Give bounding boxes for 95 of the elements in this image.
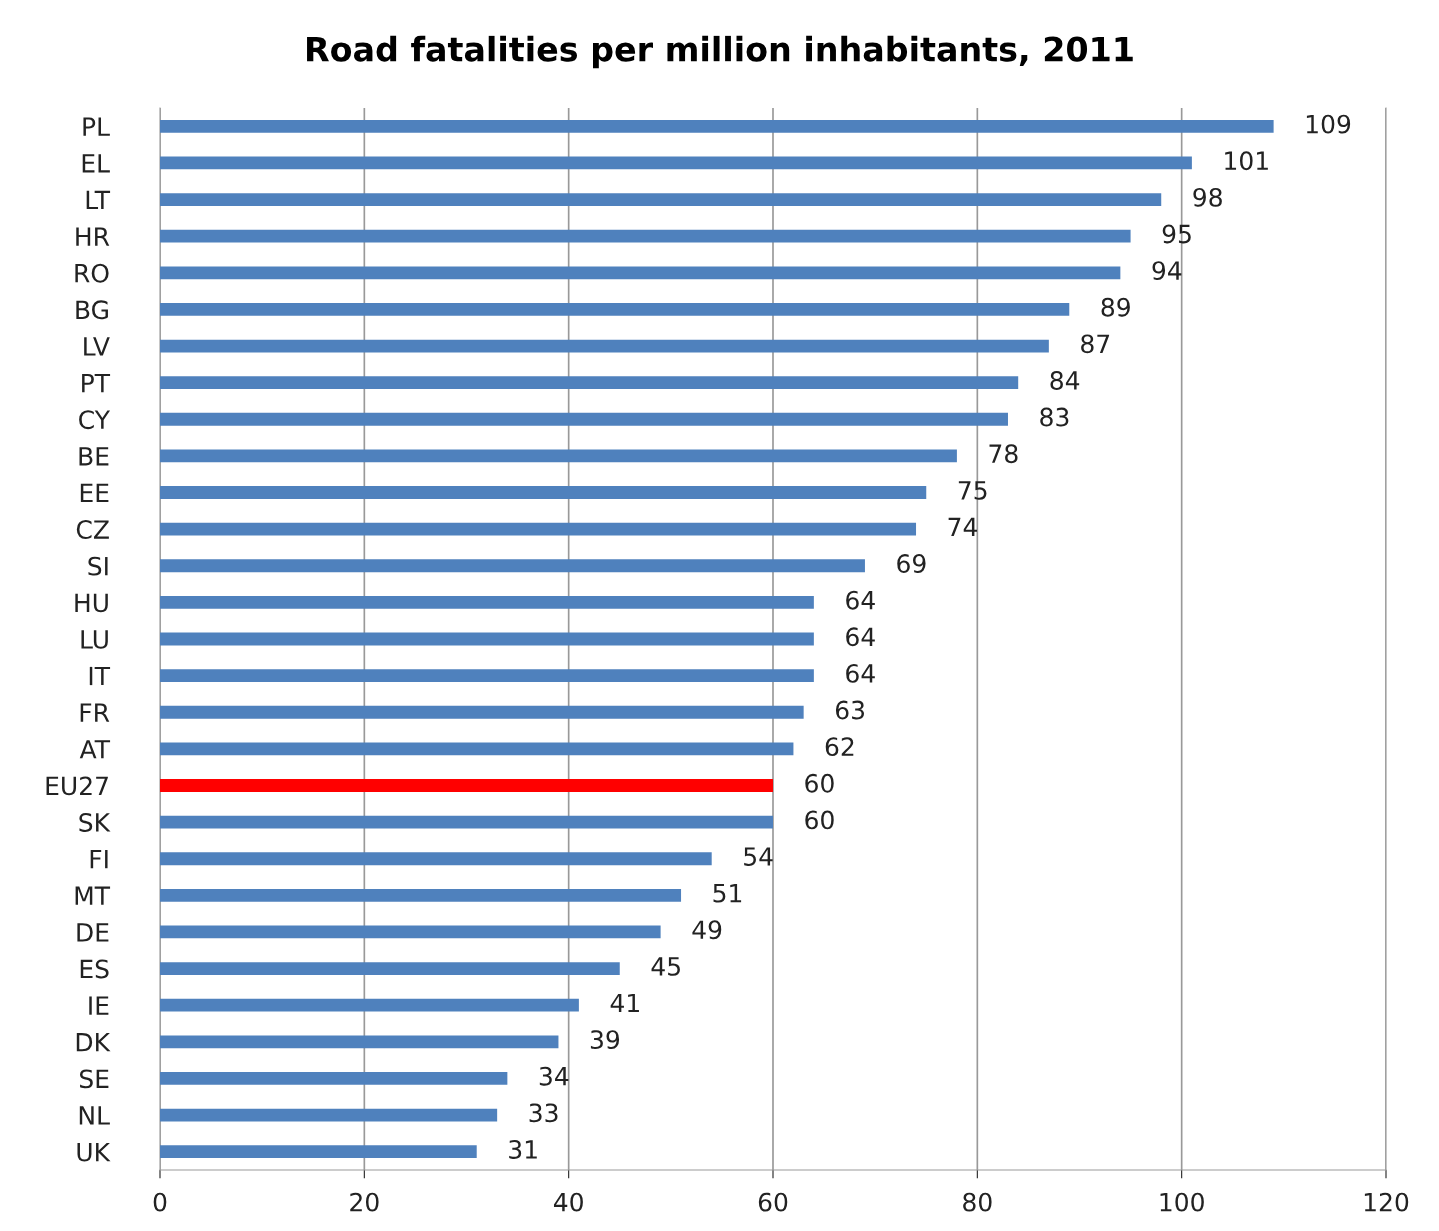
bar — [160, 998, 579, 1012]
y-tick-label: DK — [76, 1033, 111, 1052]
bar — [160, 156, 1192, 170]
data-label: 69 — [897, 554, 926, 574]
y-tick-label: LT — [86, 190, 111, 210]
x-tick-label: 80 — [963, 1192, 992, 1212]
bar — [160, 376, 1019, 390]
data-label: 64 — [846, 663, 875, 683]
bar — [160, 449, 957, 463]
bar — [160, 1145, 477, 1159]
data-label: 89 — [1101, 297, 1130, 317]
data-label: 101 — [1225, 151, 1268, 171]
y-tick-label: CZ — [76, 520, 109, 539]
bar — [160, 229, 1131, 243]
data-label: 60 — [805, 810, 834, 830]
y-tick-label: EL — [82, 154, 110, 173]
bar — [160, 303, 1070, 316]
data-label: 34 — [539, 1066, 569, 1086]
chart-title: Road fatalities per million inhabitants, 2011 — [307, 35, 1133, 69]
bar — [160, 742, 794, 756]
y-tick-label: PL — [83, 117, 110, 136]
y-tick-label: LV — [84, 337, 110, 356]
bar — [160, 193, 1162, 206]
data-label: 95 — [1162, 224, 1191, 244]
data-label: 54 — [744, 847, 773, 866]
data-label: 51 — [713, 884, 742, 903]
data-label: 109 — [1306, 114, 1351, 134]
x-tick-label: 40 — [553, 1192, 583, 1212]
y-tick-label: HR — [76, 227, 110, 246]
bar — [160, 815, 773, 829]
bar — [160, 925, 661, 939]
y-tick-label: UK — [77, 1142, 111, 1162]
x-tick-label: 120 — [1364, 1192, 1409, 1212]
y-tick-label: DE — [77, 923, 109, 942]
data-label: 60 — [805, 773, 834, 793]
bar — [160, 339, 1049, 353]
data-label: 94 — [1152, 261, 1182, 281]
bar — [160, 705, 804, 719]
bar — [160, 779, 773, 792]
y-tick-label: PT — [82, 373, 111, 393]
bar — [160, 1072, 508, 1085]
data-label: 84 — [1050, 371, 1080, 390]
bar — [160, 486, 927, 499]
y-tick-label: SI — [88, 556, 108, 576]
data-label: 63 — [835, 700, 865, 720]
y-tick-label: FI — [90, 850, 108, 869]
data-label: 41 — [610, 993, 639, 1013]
bar — [160, 632, 814, 646]
y-tick-label: EU27 — [46, 776, 108, 796]
y-tick-label: MT — [75, 886, 111, 905]
bar — [160, 1108, 498, 1122]
bar — [160, 1035, 559, 1049]
data-label: 87 — [1081, 334, 1110, 354]
bar — [160, 559, 865, 573]
y-tick-label: BG — [76, 300, 108, 320]
x-tick-label: 20 — [350, 1192, 379, 1212]
data-label: 64 — [846, 627, 875, 647]
bar — [160, 412, 1008, 426]
bar — [160, 595, 814, 609]
y-tick-label: EE — [80, 483, 109, 503]
data-label: 49 — [692, 920, 722, 940]
data-label: 39 — [590, 1030, 620, 1050]
y-tick-label: IT — [89, 666, 111, 686]
y-tick-label: RO — [75, 263, 109, 283]
y-tick-label: SK — [79, 813, 111, 832]
data-label: 64 — [846, 590, 875, 610]
data-label: 98 — [1193, 187, 1222, 207]
y-tick-label: FR — [80, 703, 110, 722]
bar — [160, 852, 712, 866]
y-tick-label: LU — [81, 630, 108, 649]
data-label: 78 — [989, 444, 1018, 464]
y-tick-label: BE — [79, 447, 109, 466]
x-tick-label: 100 — [1160, 1192, 1204, 1212]
data-label: 75 — [958, 481, 987, 500]
bar — [160, 669, 814, 683]
data-label: 31 — [509, 1140, 537, 1159]
bar — [160, 266, 1121, 280]
bar — [160, 888, 682, 902]
bar — [160, 962, 620, 975]
data-label: 83 — [1040, 407, 1069, 427]
bar — [160, 119, 1274, 133]
x-tick-label: 0 — [153, 1192, 167, 1212]
y-tick-label: CY — [79, 410, 111, 430]
y-tick-label: HU — [75, 593, 108, 613]
y-tick-label: AT — [79, 740, 111, 759]
y-tick-label: SE — [79, 1069, 109, 1089]
x-tick-label: 60 — [758, 1192, 788, 1212]
bar — [160, 522, 917, 536]
data-label: 45 — [651, 957, 680, 976]
y-tick-label: ES — [80, 959, 109, 979]
data-label: 33 — [529, 1103, 558, 1123]
data-label: 74 — [948, 517, 977, 537]
y-tick-label: IE — [89, 996, 109, 1015]
data-label: 62 — [825, 737, 854, 757]
y-tick-label: NL — [79, 1106, 110, 1125]
